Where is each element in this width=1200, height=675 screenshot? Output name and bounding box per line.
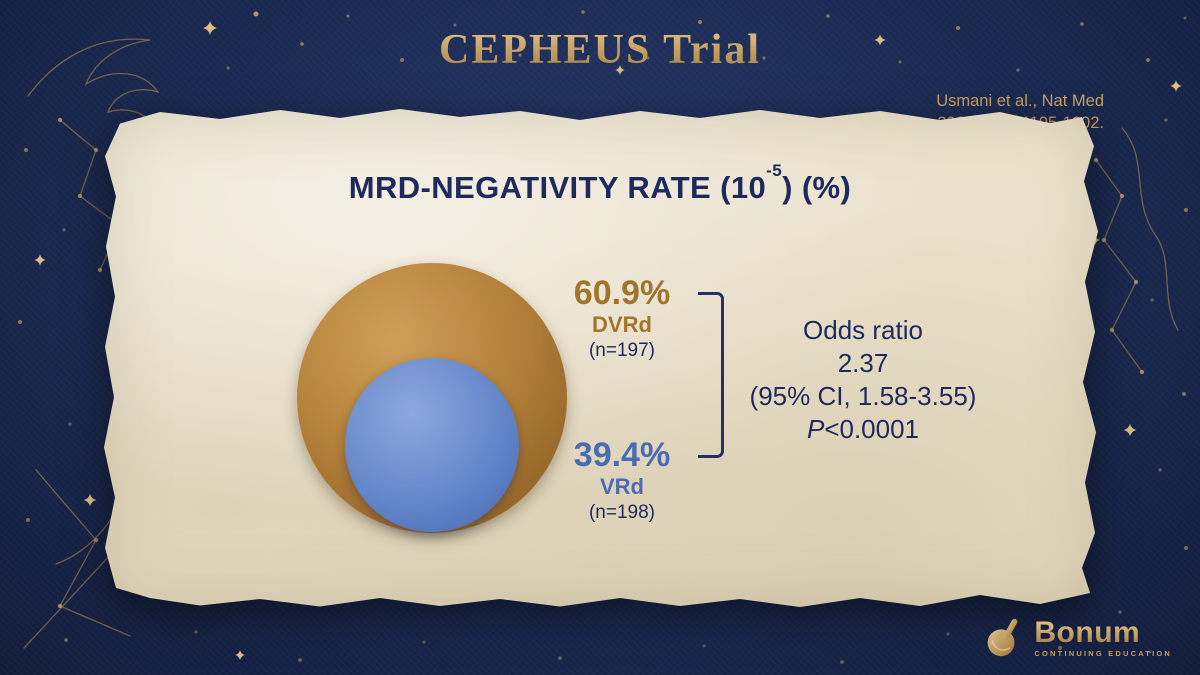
bonum-logo-icon [988,618,1018,657]
vrd-percent: 39.4% [573,436,671,474]
paper-panel: MRD-NEGATIVITY RATE (10-5) (%) 60.9% DVR… [100,106,1100,608]
p-value-line: P<0.0001 [710,413,1016,446]
torn-paper: MRD-NEGATIVITY RATE (10-5) (%) 60.9% DVR… [104,109,1098,607]
brand-text: Bonum CONTINUING EDUCATION [1034,618,1172,659]
vrd-circle [345,358,519,532]
chart-title-post: ) (%) [782,170,852,205]
dragon-decoration [27,38,160,135]
dvrd-arm-name: DVRd [592,312,652,337]
constellation-joint-stars [57,117,1145,609]
dvrd-n-label: (n=197) [588,340,656,361]
confidence-interval: (95% CI, 1.58-3.55) [749,381,977,411]
chart-title-pre: MRD-NEGATIVITY RATE (10 [348,170,767,205]
brand-name: Bonum [1034,618,1172,648]
constellation-right [1095,159,1143,373]
comparison-bracket [698,292,724,458]
constellation-right-figure [1121,127,1179,331]
brand-subtitle: CONTINUING EDUCATION [1034,649,1172,658]
chart-title: MRD-NEGATIVITY RATE (10-5) (%) [104,161,1098,206]
dvrd-label-group: 60.9% DVRd (n=197) [537,274,707,363]
slide-title: CEPHEUS Trial [0,26,1200,74]
p-value-number: <0.0001 [824,414,920,444]
odds-ratio-label: Odds ratio [803,315,923,345]
vrd-arm-name: VRd [600,474,644,499]
p-value-symbol: P [806,414,825,444]
citation-line-1: Usmani et al., Nat Med [936,92,1104,110]
vrd-label-group: 39.4% VRd (n=198) [537,436,707,525]
stats-block: Odds ratio 2.37 (95% CI, 1.58-3.55) P<0.… [710,314,1016,446]
vrd-n-label: (n=198) [588,502,656,523]
bonum-logo: Bonum CONTINUING EDUCATION [980,615,1172,661]
dvrd-percent: 60.9% [573,274,671,312]
odds-ratio-value: 2.37 [837,348,889,378]
chart-title-superscript: -5 [766,160,783,180]
